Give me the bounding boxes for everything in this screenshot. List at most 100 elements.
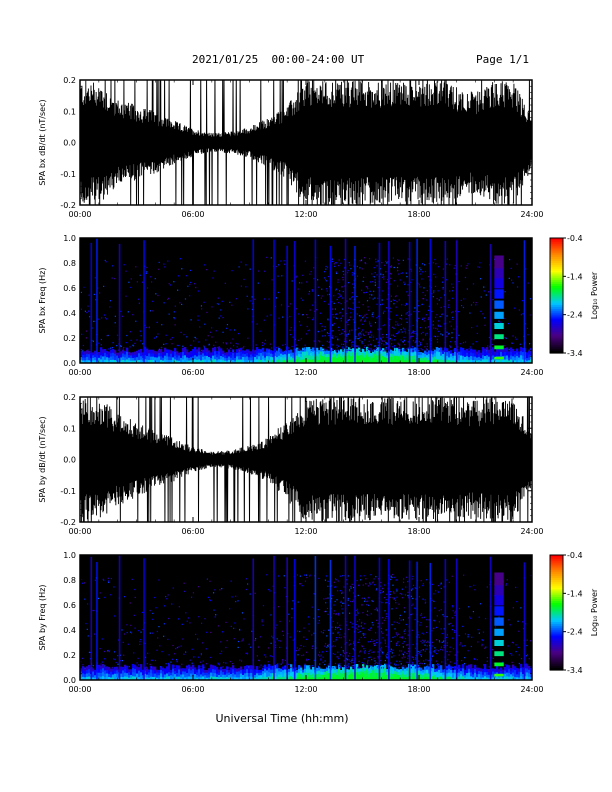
panel-2: 1.00.80.60.40.20.000:00 06:00 12:00 18:00 24… (38, 234, 599, 377)
spectrum-spike (96, 562, 98, 680)
spectrum-speckle (381, 622, 383, 624)
spectrum-floor-cell (336, 355, 339, 359)
spectrum-speckle (530, 349, 532, 351)
spectrum-floor-cell (472, 359, 475, 363)
spectrum-floor-cell (474, 676, 477, 680)
spectrum-speckle (368, 667, 370, 669)
spectrum-speckle (391, 608, 393, 610)
spectrum-floor-cell (204, 355, 207, 360)
spectrum-speckle (107, 577, 109, 579)
spectrum-speckle (320, 654, 322, 656)
spectrum-speckle (404, 330, 406, 332)
spectrum-speckle (346, 272, 349, 274)
y-tick-label: 0.2 (63, 651, 76, 660)
spectrum-floor-cell (308, 355, 311, 360)
spectrum-speckle (282, 634, 285, 636)
spectrum-speckle (200, 652, 202, 655)
spectrum-speckle (262, 665, 264, 667)
spectrum-speckle (338, 665, 341, 667)
spectrum-speckle (422, 338, 424, 340)
spectrum-speckle (343, 602, 345, 604)
spectrum-floor-cell (328, 356, 331, 361)
spectrum-speckle (442, 614, 444, 616)
spectrum-floor-cell (338, 353, 341, 358)
spectrum-floor-cell (146, 674, 149, 678)
spectrum-floor-cell (226, 357, 229, 361)
spectrum-speckle (186, 665, 188, 667)
spectrum-floor-cell (432, 357, 435, 361)
spectrum-speckle (467, 650, 469, 652)
spectrum-floor-cell (288, 671, 291, 675)
spectrum-floor-cell (518, 671, 521, 675)
spectrum-speckle (155, 336, 158, 338)
spectrum-speckle (375, 589, 377, 591)
spectrum-floor-cell (488, 677, 491, 680)
spectrum-floor-cell (192, 356, 195, 360)
spectrum-speckle (431, 293, 433, 295)
spectrum-speckle (412, 331, 414, 333)
spectrum-floor-cell (450, 666, 453, 671)
spectrum-speckle (80, 308, 83, 310)
spectrum-floor-cell (214, 665, 217, 670)
spectrum-speckle (358, 666, 360, 668)
spectrum-speckle (275, 297, 277, 299)
spectrum-hot-band (494, 345, 504, 350)
spectrum-floor-cell (142, 355, 145, 358)
spectrum-speckle (433, 593, 435, 595)
spectrum-floor-cell (264, 351, 267, 355)
spectrum-floor-cell (244, 353, 247, 358)
spectrum-floor-cell (94, 353, 97, 358)
spectrum-floor-cell (360, 677, 363, 680)
spectrum-speckle (258, 659, 261, 662)
spectrum-floor-cell (86, 359, 89, 363)
spectrum-speckle (270, 642, 272, 644)
spectrum-speckle (169, 284, 172, 286)
spectrum-floor-cell (310, 672, 313, 676)
spectrum-floor-cell (478, 673, 481, 678)
spectrum-speckle (341, 608, 343, 610)
spectrum-speckle (372, 349, 374, 351)
spectrum-speckle (313, 278, 315, 280)
spectrum-floor-cell (440, 676, 443, 680)
spectrum-speckle (350, 350, 352, 352)
spectrum-speckle (383, 344, 385, 346)
spectrum-floor-cell (518, 668, 521, 672)
spectrum-floor-cell (338, 672, 341, 677)
spectrum-speckle (440, 628, 442, 630)
spectrum-speckle (352, 599, 354, 601)
spectrum-speckle (349, 339, 351, 341)
spectrum-floor-cell (342, 354, 345, 358)
spectrum-floor-cell (100, 347, 103, 352)
spectrum-floor-cell (360, 357, 363, 361)
spectrum-speckle (187, 349, 189, 351)
spectrum-speckle (507, 667, 509, 669)
spectrum-floor-cell (216, 356, 219, 361)
spectrum-floor-cell (326, 350, 329, 354)
spectrum-speckle (333, 316, 335, 318)
spectrogram-background (80, 555, 532, 680)
spectrum-speckle (384, 350, 386, 352)
spectrum-speckle (389, 593, 391, 596)
spectrum-speckle (179, 258, 181, 260)
spectrum-floor-cell (384, 663, 387, 669)
spectrum-floor-cell (114, 350, 117, 354)
spectrum-floor-cell (232, 668, 235, 673)
spectrum-speckle (352, 319, 355, 321)
spectrum-speckle (311, 634, 313, 636)
spectrum-speckle (352, 655, 354, 658)
spectrum-floor-cell (230, 676, 233, 680)
spectrum-floor-cell (138, 676, 141, 680)
spectrum-speckle (167, 297, 170, 299)
spectrum-speckle (157, 637, 159, 639)
spectrum-speckle (393, 266, 395, 269)
spectrum-speckle (347, 655, 350, 657)
spectrum-speckle (326, 294, 329, 296)
spectrum-speckle (82, 350, 84, 352)
spectrum-speckle (426, 645, 428, 647)
spectrum-floor-cell (432, 676, 435, 680)
spectrum-floor-cell (134, 664, 137, 669)
spectrum-floor-cell (102, 356, 105, 360)
spectrum-speckle (448, 304, 450, 306)
spectrum-floor-cell (138, 670, 141, 674)
